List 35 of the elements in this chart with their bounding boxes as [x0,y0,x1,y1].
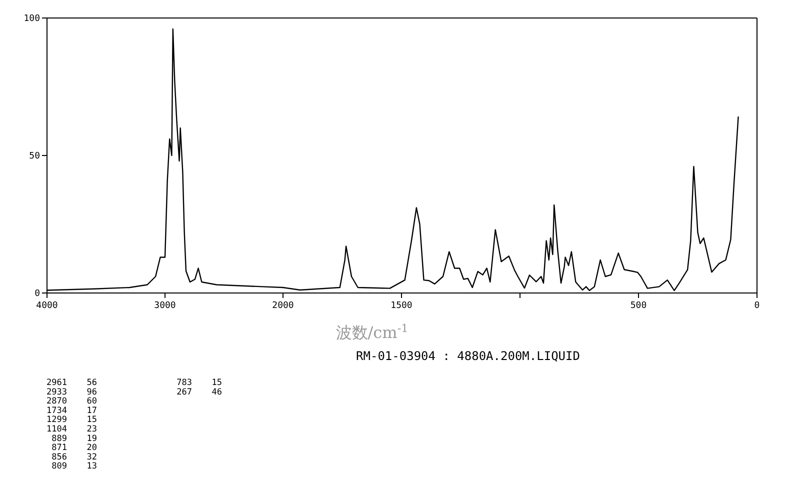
text: 46 [212,387,222,398]
text: 2933 [46,387,67,398]
text: 96 [86,387,97,398]
text: 809 [52,462,67,472]
x-tick-label: 0 [754,301,760,311]
x-tick-label: 4000 [36,301,58,311]
text: 2870 [46,396,67,407]
x-tick-label: 1500 [390,301,412,311]
text: 32 [86,452,97,462]
y-tick-label: 50 [29,152,40,162]
text: 15 [212,378,222,388]
y-tick-label: 100 [24,14,40,24]
text: 17 [86,406,97,416]
y-tick-label: 0 [34,289,40,299]
text: 1734 [46,406,67,416]
x-tick-label: 500 [630,301,647,311]
text: 19 [86,434,97,444]
text: 15 [86,415,97,426]
x-tick-label: 3000 [154,301,176,311]
text: 871 [52,443,67,454]
text: 60 [86,396,97,407]
text: 783 [176,378,192,388]
text: 23 [86,424,97,434]
text: 1299 [46,415,67,426]
text: 13 [86,462,97,472]
text: 1104 [46,424,67,434]
text: 56 [86,378,97,388]
text: 856 [52,452,67,462]
x-tick-label: 2000 [272,301,294,311]
text: 267 [176,387,192,398]
x-axis-title: 波数/cm$^{-1}$ [336,322,408,342]
text: 20 [86,443,97,454]
text: 889 [52,434,67,444]
text: 2961 [46,378,67,388]
text: RM-01-03904 : 4880A.200M.LIQUID [356,349,580,363]
